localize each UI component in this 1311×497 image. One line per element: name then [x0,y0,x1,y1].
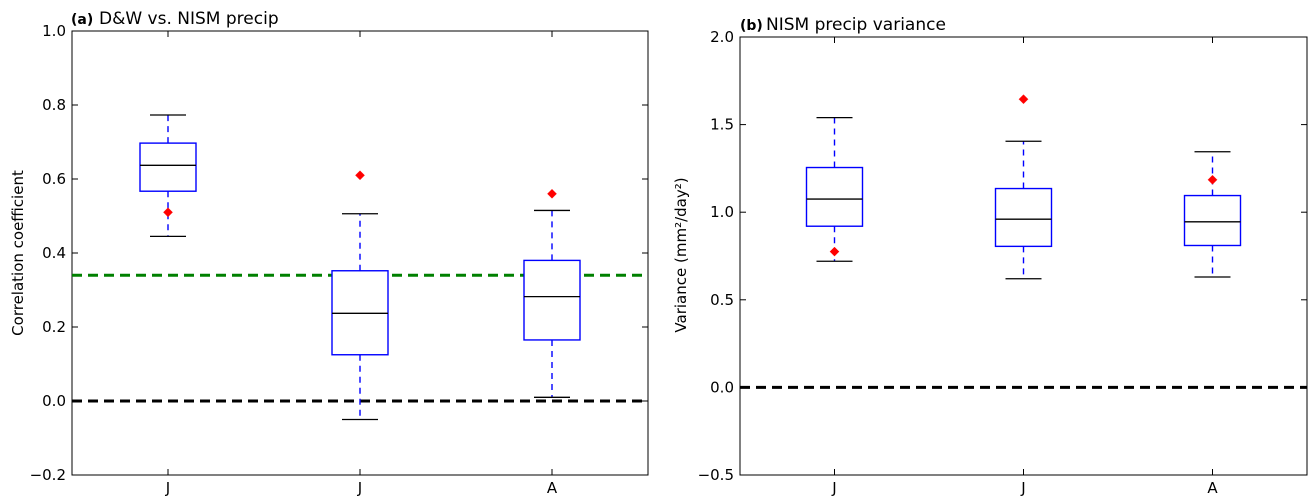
panel-b-box-1 [805,116,864,262]
panel-b-ytick-label: 1.5 [710,116,734,134]
outlier-marker [547,188,557,199]
panel-a-ytick-label: 0.6 [42,170,66,188]
panel-a-ytick-label: 0.4 [42,244,66,262]
iqr-box [1183,194,1242,247]
panel-a-plot-frame [71,30,649,476]
iqr-box [994,187,1053,248]
panel-a-box-3 [523,188,581,398]
panel-a: (a) D&W vs. NISM precip Correlation coef… [9,9,649,497]
panel-b-ylabel: Variance (mm²/day²) [672,177,690,332]
iqr-box [523,259,581,341]
panel-a-xtick-label: A [547,479,558,497]
outlier-marker [829,246,840,257]
panel-a-box-2 [331,170,389,421]
panel-a-ytick-label: 0.8 [42,96,66,114]
panel-b-ytick-label: 2.0 [710,28,734,46]
outlier-marker [1207,174,1218,185]
panel-a-ytick-label: 0.2 [42,318,66,336]
iqr-box [805,166,864,227]
panel-a-xtick-label: J [165,479,170,497]
panel-a-box-1 [139,114,197,238]
panel-b-box-3 [1183,151,1242,278]
outlier-marker [355,170,365,181]
panel-b-title: NISM precip variance [766,15,946,35]
panel-a-ylabel: Correlation coefficient [9,170,27,336]
panel-b-xtick-label: J [1020,479,1025,497]
panel-a-ytick-label: −0.2 [30,466,66,484]
panel-b-letter: (b) [740,18,763,34]
panel-a-letter: (a) [71,12,93,28]
panel-b-ytick-label: 0.5 [710,291,734,309]
panel-b-ytick-label: 1.0 [710,203,734,221]
panel-b-ytick-label: 0.0 [710,378,734,396]
panel-a-ytick-label: 0.0 [42,392,66,410]
panel-a-ytick-label: 1.0 [42,22,66,40]
panel-b-xtick-label: A [1207,479,1218,497]
panel-b-xtick-label: J [831,479,836,497]
outlier-marker [1018,94,1029,105]
iqr-box [139,142,197,192]
panel-b-box-2 [994,94,1053,280]
panel-b: (b) NISM precip variance Variance (mm²/d… [672,15,1308,497]
outlier-marker [163,207,173,218]
panel-a-title: D&W vs. NISM precip [99,9,279,29]
panel-b-ytick-label: −0.5 [698,466,734,484]
panel-a-xtick-label: J [357,479,362,497]
